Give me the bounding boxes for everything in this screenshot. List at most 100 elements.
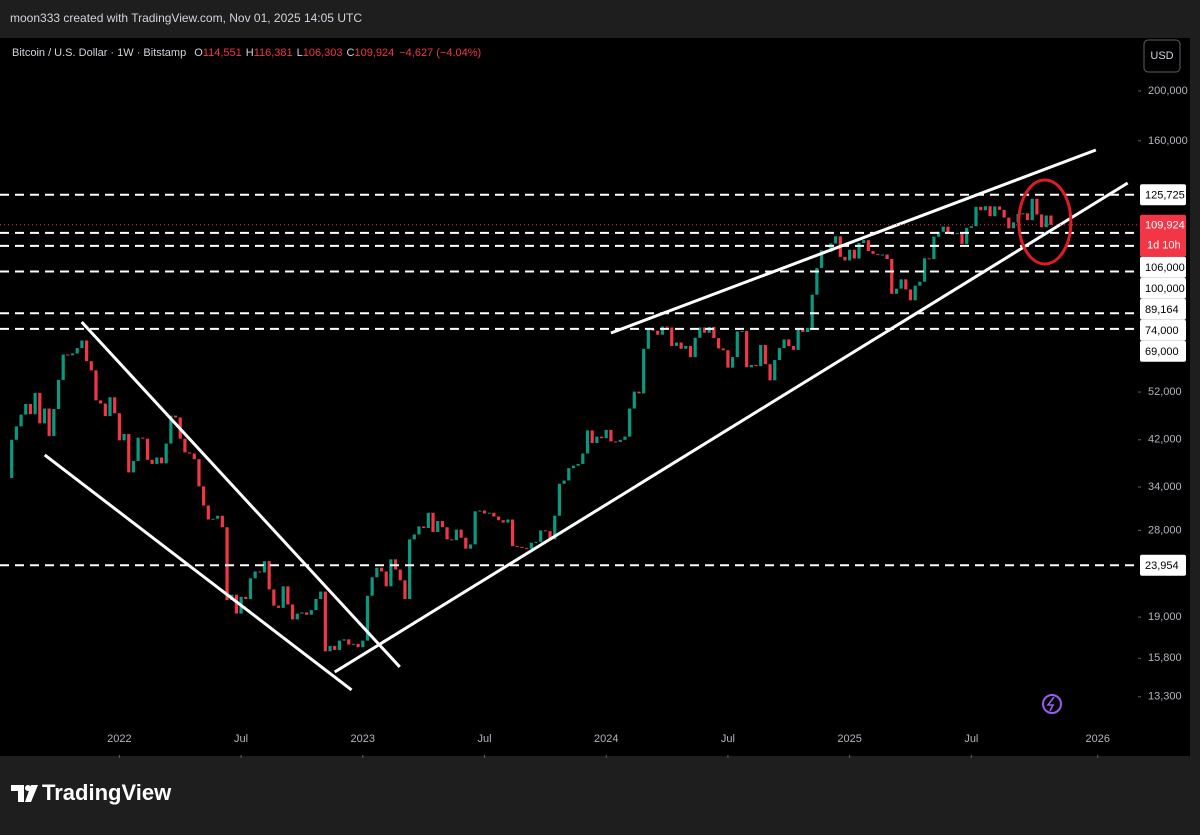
trend-line bbox=[610, 148, 1097, 335]
candle bbox=[651, 329, 655, 331]
candle bbox=[28, 403, 33, 415]
candle bbox=[450, 539, 454, 541]
candle bbox=[1021, 213, 1025, 215]
ohlc-key: L bbox=[297, 47, 303, 59]
y-tick-label: 52,000 bbox=[1148, 386, 1182, 398]
candle bbox=[131, 460, 136, 473]
candle bbox=[529, 542, 533, 549]
candle bbox=[599, 436, 604, 439]
plot bbox=[0, 148, 1138, 692]
candle bbox=[197, 459, 201, 487]
candle bbox=[632, 391, 636, 409]
candle bbox=[506, 519, 510, 523]
candle bbox=[347, 639, 351, 645]
candle bbox=[871, 251, 875, 254]
candle bbox=[202, 486, 206, 506]
candle bbox=[173, 415, 178, 418]
candle bbox=[646, 329, 650, 349]
candle bbox=[319, 591, 323, 599]
candle bbox=[885, 254, 889, 260]
price-box bbox=[1140, 214, 1186, 257]
candle bbox=[473, 511, 477, 545]
level-label: 106,000 bbox=[1145, 262, 1185, 274]
candle bbox=[276, 605, 281, 608]
candle bbox=[609, 429, 613, 442]
candle bbox=[234, 594, 239, 614]
candle bbox=[300, 612, 304, 614]
candle bbox=[56, 379, 61, 410]
candle bbox=[862, 240, 866, 244]
level-label-box bbox=[1140, 298, 1186, 320]
x-tick-label: Jul bbox=[234, 733, 248, 745]
level-label-box bbox=[1140, 554, 1186, 576]
candle bbox=[155, 457, 159, 464]
y-tick-label: 200,000 bbox=[1148, 85, 1188, 97]
candle bbox=[623, 436, 627, 440]
level-label: 100,000 bbox=[1145, 283, 1185, 295]
y-tick-label: 15,800 bbox=[1148, 652, 1182, 664]
candle bbox=[1002, 209, 1006, 218]
candle bbox=[117, 413, 121, 441]
x-tick-label: Jul bbox=[721, 733, 735, 745]
candle bbox=[211, 518, 215, 520]
candle bbox=[309, 610, 313, 615]
candle bbox=[787, 339, 791, 346]
candle bbox=[997, 206, 1002, 210]
candle bbox=[890, 259, 894, 294]
highlight-circle bbox=[1017, 178, 1073, 266]
candle bbox=[969, 226, 973, 228]
level-label-box bbox=[1140, 319, 1186, 341]
x-tick-label: Jul bbox=[964, 733, 978, 745]
candle bbox=[159, 457, 164, 464]
candle bbox=[244, 596, 248, 599]
ohlc-value: 114,551 bbox=[203, 47, 242, 59]
candle bbox=[960, 232, 964, 244]
trend-line bbox=[333, 181, 1129, 674]
candle bbox=[801, 328, 805, 333]
candle bbox=[216, 515, 220, 519]
candle bbox=[290, 604, 295, 620]
candle bbox=[187, 452, 192, 454]
candle bbox=[843, 256, 847, 261]
x-tick-label: 2026 bbox=[1085, 733, 1109, 745]
candle bbox=[361, 640, 365, 648]
candle bbox=[688, 345, 693, 358]
candle bbox=[225, 527, 229, 601]
candle bbox=[712, 326, 716, 339]
candle bbox=[487, 512, 491, 514]
candle bbox=[590, 430, 594, 443]
level-label: 23,954 bbox=[1145, 560, 1179, 572]
trend-line bbox=[43, 453, 353, 692]
candle bbox=[534, 541, 538, 543]
candle bbox=[993, 206, 997, 217]
candle bbox=[375, 567, 379, 578]
candle bbox=[740, 331, 744, 333]
candle bbox=[85, 340, 89, 362]
candle bbox=[763, 344, 767, 365]
candle bbox=[974, 206, 978, 227]
candle bbox=[253, 571, 257, 579]
candle bbox=[99, 400, 103, 404]
candle bbox=[745, 331, 749, 368]
candle bbox=[248, 578, 253, 599]
candle bbox=[468, 544, 473, 549]
candle bbox=[52, 409, 56, 437]
candle bbox=[539, 530, 543, 542]
candle bbox=[113, 397, 117, 414]
candle bbox=[557, 483, 562, 516]
candle bbox=[482, 510, 487, 514]
y-tick-label: 34,000 bbox=[1148, 481, 1182, 493]
countdown-label: 1d 10h bbox=[1147, 240, 1181, 252]
candle bbox=[220, 515, 224, 528]
candle bbox=[89, 361, 93, 371]
candle bbox=[398, 569, 402, 581]
candle bbox=[932, 236, 936, 260]
candle bbox=[431, 512, 435, 533]
currency-button[interactable] bbox=[1143, 39, 1181, 73]
footer-brand: TradingView bbox=[42, 780, 172, 805]
candle bbox=[323, 591, 327, 652]
candle bbox=[894, 288, 899, 294]
candle bbox=[412, 534, 416, 540]
candle bbox=[75, 348, 79, 354]
candle bbox=[684, 345, 688, 349]
